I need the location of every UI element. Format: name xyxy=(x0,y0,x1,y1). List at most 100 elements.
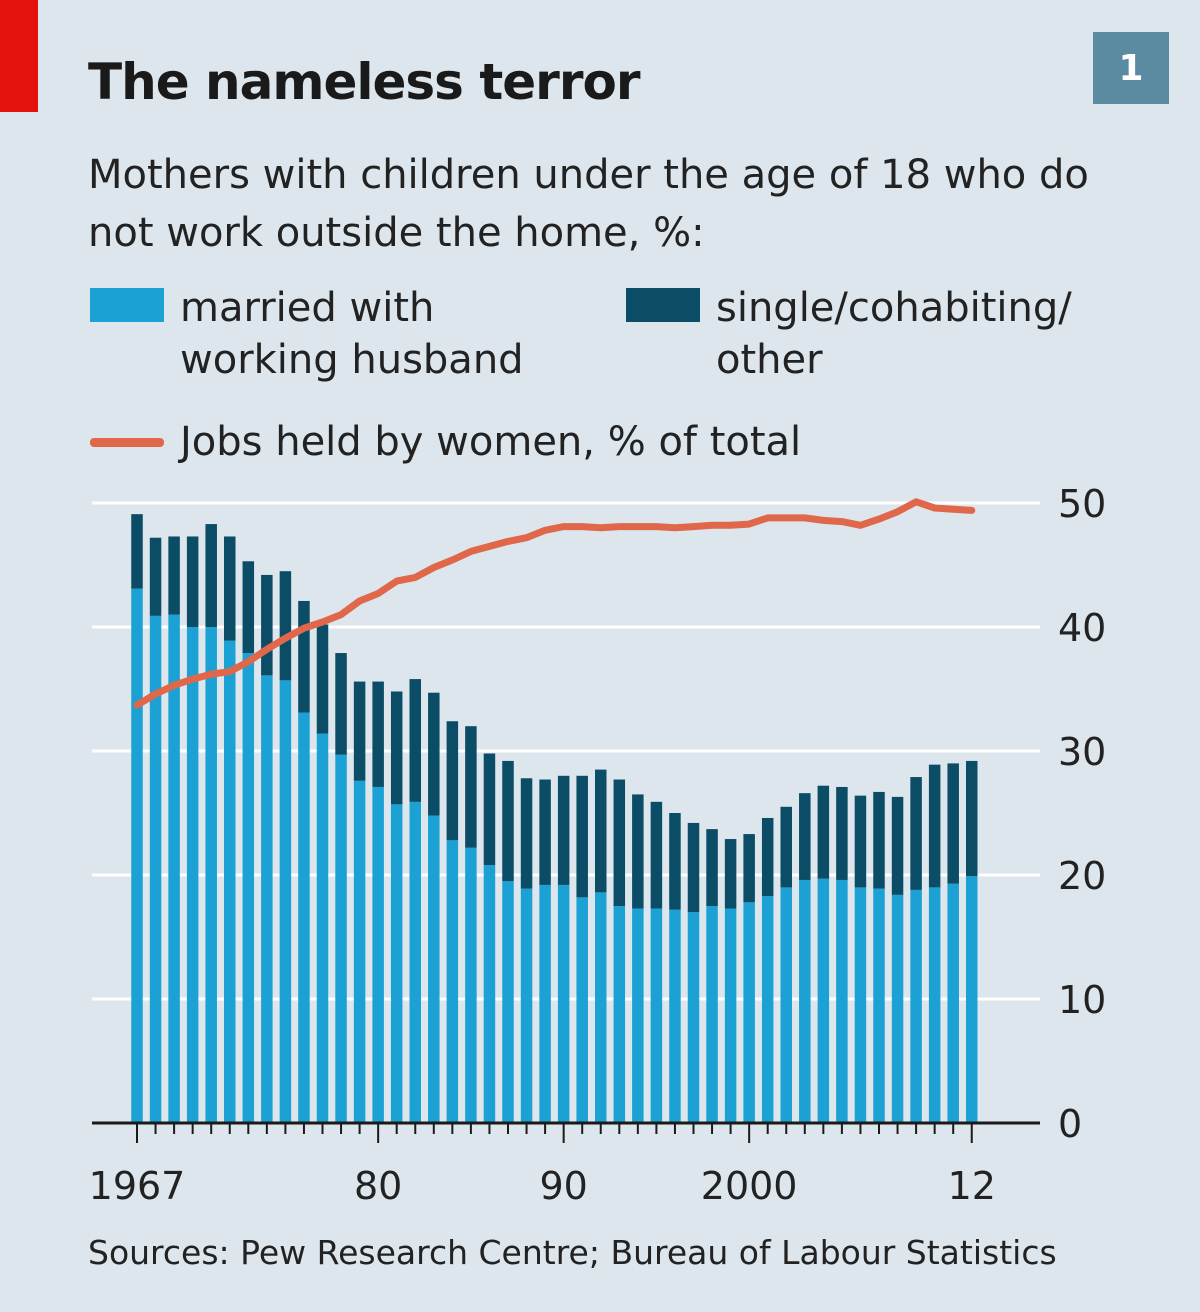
x-tick-label-1990: 90 xyxy=(539,1164,587,1208)
bar-single-1972 xyxy=(224,536,236,641)
bar-married-1978 xyxy=(335,754,347,1123)
bar-single-1977 xyxy=(316,624,329,734)
bar-married-1982 xyxy=(409,801,421,1123)
chart-subtitle: Mothers with children under the age of 1… xyxy=(88,152,1089,256)
bar-single-1992 xyxy=(595,769,607,893)
bar-single-1987 xyxy=(502,760,514,882)
bar-single-1978 xyxy=(335,653,347,755)
bar-single-2010 xyxy=(928,764,941,888)
bar-single-1985 xyxy=(465,726,477,848)
y-tick-label-50: 50 xyxy=(1058,482,1106,526)
bar-married-2005 xyxy=(836,879,848,1123)
bar-married-1997 xyxy=(687,912,700,1123)
bar-married-1981 xyxy=(390,804,403,1123)
x-tick-label-1980: 80 xyxy=(354,1164,402,1208)
bar-married-2010 xyxy=(928,887,941,1123)
bar-single-1973 xyxy=(242,561,255,654)
bar-married-1994 xyxy=(632,908,644,1123)
bar-married-1984 xyxy=(446,840,459,1123)
bar-single-1993 xyxy=(613,779,626,906)
bar-single-1975 xyxy=(279,571,292,681)
y-tick-label-40: 40 xyxy=(1058,606,1106,650)
bar-single-2004 xyxy=(817,785,830,879)
bar-married-2008 xyxy=(891,894,904,1123)
axes: 0 10 20 30 40 50 1967 80 90 2000 12 xyxy=(89,482,1107,1208)
chart-title: The nameless terror xyxy=(88,53,640,111)
x-tick-label-2012: 12 xyxy=(948,1164,996,1208)
bar-single-2001 xyxy=(761,817,774,897)
bar-single-1974 xyxy=(261,574,273,676)
bar-married-2006 xyxy=(854,887,867,1123)
bar-married-1998 xyxy=(706,906,718,1123)
bar-single-2011 xyxy=(947,763,959,884)
bar-married-2000 xyxy=(743,902,755,1123)
bar-single-1986 xyxy=(483,753,496,866)
bar-single-1981 xyxy=(390,691,403,805)
bar-married-1983 xyxy=(428,815,440,1123)
bar-married-1972 xyxy=(224,640,236,1123)
bar-single-2007 xyxy=(873,791,885,889)
y-tick-label-30: 30 xyxy=(1058,730,1106,774)
bar-single-1997 xyxy=(687,822,700,913)
bar-married-1985 xyxy=(465,847,477,1123)
bar-married-2003 xyxy=(799,879,811,1123)
bar-married-2004 xyxy=(817,878,830,1123)
bar-married-1991 xyxy=(576,897,588,1123)
bar-single-1990 xyxy=(557,775,570,885)
bar-married-1967 xyxy=(131,588,143,1123)
bar-single-1971 xyxy=(205,524,217,627)
legend-item-single: single/cohabiting/ other xyxy=(626,282,1072,386)
bar-married-1976 xyxy=(298,712,310,1123)
bar-married-1987 xyxy=(502,881,514,1123)
bar-single-1995 xyxy=(650,801,663,909)
bar-single-1983 xyxy=(428,692,440,816)
y-tick-label-0: 0 xyxy=(1058,1102,1082,1146)
bar-married-1995 xyxy=(650,908,663,1123)
bars xyxy=(131,514,978,1123)
y-tick-label-20: 20 xyxy=(1058,854,1106,898)
legend-label-jobs: Jobs held by women, % of total xyxy=(180,419,802,465)
bar-single-1980 xyxy=(372,681,384,787)
legend-swatch-married xyxy=(90,288,164,322)
brand-red-tag xyxy=(0,0,38,112)
jobs-line xyxy=(133,498,976,709)
bar-married-2009 xyxy=(910,889,922,1123)
bar-married-1973 xyxy=(242,653,255,1123)
bar-single-2005 xyxy=(836,786,848,880)
legend-item-married: married with working husband xyxy=(90,282,524,386)
stacked-bar-line-chart: 0 10 20 30 40 50 1967 80 90 2000 12 xyxy=(89,482,1107,1208)
bar-single-2003 xyxy=(799,793,811,880)
bar-single-1991 xyxy=(576,775,588,898)
bar-single-2002 xyxy=(780,806,792,888)
bar-single-1989 xyxy=(539,779,551,885)
bar-single-1969 xyxy=(168,536,180,615)
bar-married-1986 xyxy=(483,865,496,1123)
bar-married-1990 xyxy=(557,884,570,1123)
bar-single-2009 xyxy=(910,777,922,890)
bar-single-2012 xyxy=(966,760,978,877)
x-tick-label-2000: 2000 xyxy=(701,1164,798,1208)
bar-married-1979 xyxy=(353,780,366,1123)
legend-item-jobs: Jobs held by women, % of total xyxy=(90,416,801,468)
bar-married-1974 xyxy=(261,675,273,1123)
bar-married-2012 xyxy=(966,876,978,1123)
legend-label-married: married with working husband xyxy=(180,285,524,383)
bar-single-1976 xyxy=(298,600,310,713)
x-tick-label-1967: 1967 xyxy=(89,1164,186,1208)
bar-single-1994 xyxy=(632,794,644,909)
y-tick-label-10: 10 xyxy=(1058,978,1106,1022)
jobs-line-path xyxy=(133,498,976,709)
bar-married-1968 xyxy=(149,615,162,1123)
bar-married-1996 xyxy=(669,909,681,1123)
bar-married-1989 xyxy=(539,884,551,1123)
bar-single-1970 xyxy=(186,536,199,627)
bar-single-1979 xyxy=(353,681,366,781)
bar-single-1998 xyxy=(706,829,718,906)
bar-married-2002 xyxy=(780,887,792,1123)
bar-married-1992 xyxy=(595,892,607,1123)
bar-single-1984 xyxy=(446,721,459,841)
legend-swatch-jobs xyxy=(90,438,164,447)
bar-married-1969 xyxy=(168,614,180,1123)
bar-married-1977 xyxy=(316,733,329,1123)
bar-single-1999 xyxy=(724,839,737,909)
